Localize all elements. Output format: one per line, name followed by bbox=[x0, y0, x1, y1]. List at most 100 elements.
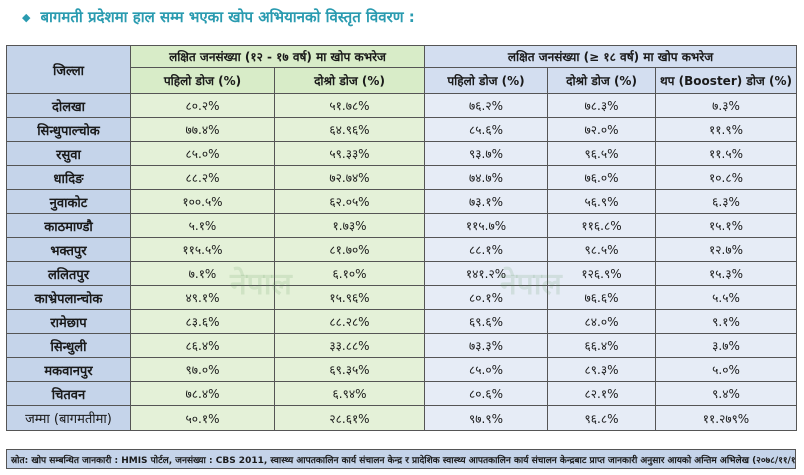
district-name: रामेछाप bbox=[6, 309, 131, 334]
b-second-dose-value: ११६.८% bbox=[547, 213, 657, 238]
table-row: काभ्रेपलान्चोक ४९.१% १५.९६% ८०.१% ७६.६% ५.५% bbox=[6, 285, 798, 310]
b-first-dose-value: ६९.६% bbox=[424, 309, 549, 334]
table-row: चितवन ७८.४% ६.९४% ८०.६% ८२.१% ९.४% bbox=[6, 381, 798, 406]
a-first-dose-value: ७७.४% bbox=[130, 117, 275, 142]
title-text: बागमती प्रदेशमा हाल सम्म भएका खोप अभियान… bbox=[40, 8, 415, 26]
b-first-dose-header: पहिलो डोज (%) bbox=[424, 67, 549, 94]
a-first-dose-header: पहिलो डोज (%) bbox=[130, 67, 275, 94]
b-booster-dose-value: १५.१% bbox=[655, 213, 798, 238]
table-row: सिन्धुली ८६.४% ३३.८८% ७३.३% ६६.४% ३.७% bbox=[6, 333, 798, 358]
b-second-dose-value: ७६.०% bbox=[547, 165, 657, 190]
table-row: काठमाण्डौ ५.१% १.७३% ११५.७% ११६.८% १५.१% bbox=[6, 213, 798, 238]
district-name: काठमाण्डौ bbox=[6, 213, 131, 238]
district-header: जिल्ला bbox=[6, 45, 131, 94]
b-first-dose-value: ७३.१% bbox=[424, 189, 549, 214]
district-name: भक्तपुर bbox=[6, 237, 131, 262]
b-second-dose-value: ७२.०% bbox=[547, 117, 657, 142]
a-second-dose-value: ५९.३३% bbox=[273, 141, 426, 166]
b-second-dose-value: १२६.९% bbox=[547, 261, 657, 286]
district-name: मकवानपुर bbox=[6, 357, 131, 382]
a-first-dose-value: ८८.२% bbox=[130, 165, 275, 190]
total-b-first-dose: ९७.९% bbox=[424, 405, 549, 431]
a-second-dose-value: ७२.७४% bbox=[273, 165, 426, 190]
a-first-dose-value: ४९.१% bbox=[130, 285, 275, 310]
a-first-dose-value: ८३.६% bbox=[130, 309, 275, 334]
b-booster-dose-value: ५.५% bbox=[655, 285, 798, 310]
b-first-dose-value: ८५.६% bbox=[424, 117, 549, 142]
district-name: सिन्धुली bbox=[6, 333, 131, 358]
district-name: ललितपुर bbox=[6, 261, 131, 286]
a-first-dose-value: ९७.०% bbox=[130, 357, 275, 382]
b-second-dose-value: ८२.१% bbox=[547, 381, 657, 406]
table-row: भक्तपुर ११५.५% ८१.७०% ८८.१% ९८.५% १२.७% bbox=[6, 237, 798, 262]
a-second-dose-value: ३३.८८% bbox=[273, 333, 426, 358]
a-second-dose-value: ६९.३५% bbox=[273, 357, 426, 382]
a-first-dose-value: १००.५% bbox=[130, 189, 275, 214]
b-second-dose-value: ९६.५% bbox=[547, 141, 657, 166]
district-name: सिन्धुपाल्चोक bbox=[6, 117, 131, 142]
table-row: रामेछाप ८३.६% ८८.२८% ६९.६% ८४.०% ९.१% bbox=[6, 309, 798, 334]
b-first-dose-value: ७४.७% bbox=[424, 165, 549, 190]
b-first-dose-value: १४१.२% bbox=[424, 261, 549, 286]
b-first-dose-value: ८५.०% bbox=[424, 357, 549, 382]
page-title: ◆ बागमती प्रदेशमा हाल सम्म भएका खोप अभिय… bbox=[22, 4, 415, 30]
total-label: जम्मा (बागमतीमा) bbox=[6, 405, 131, 431]
b-second-dose-value: ६६.४% bbox=[547, 333, 657, 358]
b-first-dose-value: ८०.१% bbox=[424, 285, 549, 310]
district-name: चितवन bbox=[6, 381, 131, 406]
b-first-dose-value: ८८.१% bbox=[424, 237, 549, 262]
table-row: सिन्धुपाल्चोक ७७.४% ६४.९६% ८५.६% ७२.०% ११.९% bbox=[6, 117, 798, 142]
a-second-dose-value: ८१.७०% bbox=[273, 237, 426, 262]
a-second-dose-value: ८८.२८% bbox=[273, 309, 426, 334]
a-second-dose-value: १.७३% bbox=[273, 213, 426, 238]
a-first-dose-value: ५.१% bbox=[130, 213, 275, 238]
group-b-header: लक्षित जनसंख्या (≥ १८ वर्ष) मा खोप कभरेज bbox=[424, 45, 798, 68]
a-second-dose-header: दोश्रो डोज (%) bbox=[273, 67, 426, 94]
b-first-dose-value: ९३.७% bbox=[424, 141, 549, 166]
total-a-first-dose: ५०.१% bbox=[130, 405, 275, 431]
b-first-dose-value: ७३.३% bbox=[424, 333, 549, 358]
b-booster-dose-value: ११.५% bbox=[655, 141, 798, 166]
b-booster-dose-value: १५.३% bbox=[655, 261, 798, 286]
source-note: स्रोत: खोप सम्बन्धित जानकारी : HMIS पोर्… bbox=[6, 449, 796, 469]
table-row: दोलखा ८०.२% ५१.७८% ७६.२% ७८.३% ७.३% bbox=[6, 93, 798, 118]
b-second-dose-value: ८९.३% bbox=[547, 357, 657, 382]
b-second-dose-header: दोश्रो डोज (%) bbox=[547, 67, 657, 94]
b-second-dose-value: ७८.३% bbox=[547, 93, 657, 118]
a-first-dose-value: ८५.०% bbox=[130, 141, 275, 166]
a-first-dose-value: ७८.४% bbox=[130, 381, 275, 406]
b-booster-dose-value: ९.१% bbox=[655, 309, 798, 334]
b-booster-dose-value: ११.९% bbox=[655, 117, 798, 142]
diamond-bullet-icon: ◆ bbox=[22, 10, 31, 24]
table-row: ललितपुर ७.१% ६.१०% १४१.२% १२६.९% १५.३% bbox=[6, 261, 798, 286]
a-second-dose-value: ६२.०५% bbox=[273, 189, 426, 214]
a-first-dose-value: ८०.२% bbox=[130, 93, 275, 118]
a-first-dose-value: ११५.५% bbox=[130, 237, 275, 262]
b-booster-dose-value: ३.७% bbox=[655, 333, 798, 358]
district-name: नुवाकोट bbox=[6, 189, 131, 214]
table-row: रसुवा ८५.०% ५९.३३% ९३.७% ९६.५% ११.५% bbox=[6, 141, 798, 166]
b-second-dose-value: ७६.६% bbox=[547, 285, 657, 310]
a-second-dose-value: ६४.९६% bbox=[273, 117, 426, 142]
a-first-dose-value: ७.१% bbox=[130, 261, 275, 286]
b-booster-dose-value: ५.०% bbox=[655, 357, 798, 382]
a-second-dose-value: ५१.७८% bbox=[273, 93, 426, 118]
district-name: काभ्रेपलान्चोक bbox=[6, 285, 131, 310]
b-first-dose-value: ८०.६% bbox=[424, 381, 549, 406]
group-a-header: लक्षित जनसंख्या (१२ - १७ वर्ष) मा खोप कभ… bbox=[129, 45, 426, 68]
b-second-dose-value: ८४.०% bbox=[547, 309, 657, 334]
table-row: धादिङ ८८.२% ७२.७४% ७४.७% ७६.०% १०.८% bbox=[6, 165, 798, 190]
total-a-second-dose: २८.६१% bbox=[273, 405, 426, 431]
b-booster-dose-value: ७.३% bbox=[655, 93, 798, 118]
total-b-second-dose: ९६.८% bbox=[547, 405, 657, 431]
b-booster-dose-value: ६.३% bbox=[655, 189, 798, 214]
b-booster-dose-value: ९.४% bbox=[655, 381, 798, 406]
b-second-dose-value: ५६.९% bbox=[547, 189, 657, 214]
district-name: रसुवा bbox=[6, 141, 131, 166]
vaccination-table: जिल्ला लक्षित जनसंख्या (१२ - १७ वर्ष) मा… bbox=[6, 45, 798, 431]
total-b-booster-dose: ११.२७९% bbox=[655, 405, 798, 431]
a-second-dose-value: ६.१०% bbox=[273, 261, 426, 286]
district-name: धादिङ bbox=[6, 165, 131, 190]
table-row: नुवाकोट १००.५% ६२.०५% ७३.१% ५६.९% ६.३% bbox=[6, 189, 798, 214]
a-second-dose-value: १५.९६% bbox=[273, 285, 426, 310]
